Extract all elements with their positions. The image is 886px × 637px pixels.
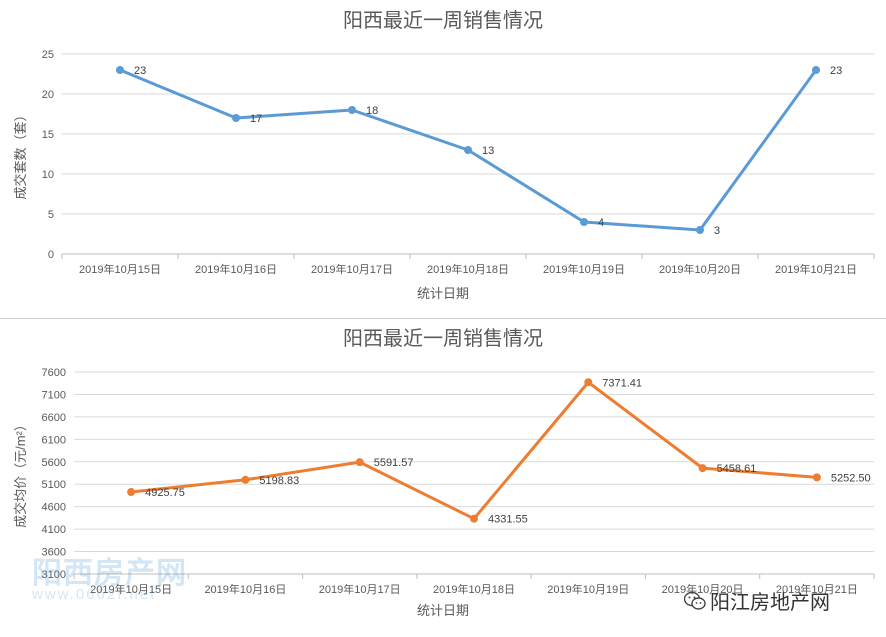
chart-0-data-label: 4 — [598, 217, 604, 229]
chart-0-x-tick: 2019年10月18日 — [427, 262, 509, 276]
chart-1-data-point — [698, 464, 707, 473]
chart-0-x-tick: 2019年10月17日 — [311, 262, 393, 276]
chart-1-data-point — [812, 473, 821, 482]
chart-0-y-tick: 20 — [42, 89, 54, 101]
chart-0-data-point — [232, 114, 240, 122]
chart-1-x-tick: 2019年10月18日 — [433, 582, 515, 596]
chart-1-data-label: 5591.57 — [374, 457, 414, 469]
chart-0-data-point — [464, 146, 472, 154]
chart-1-x-tick: 2019年10月20日 — [662, 582, 744, 596]
chart-0-data-point — [348, 106, 356, 114]
chart-0-y-tick: 5 — [48, 209, 54, 221]
chart-1-data-point — [470, 514, 478, 523]
chart-1-series-line — [130, 380, 817, 521]
site-watermark: 阳西房产网 www.0662f.net — [32, 548, 187, 603]
chart-0-y-tick: 15 — [42, 129, 54, 141]
avg-price-chart: 阳西最近一周销售情况 3100 3600 4100 4600 5100 5600 6100 66… — [0, 318, 886, 637]
chart-0-data-label: 13 — [482, 145, 494, 157]
chart-0-y-axis-label: 成交套数（套） — [13, 108, 28, 199]
site-watermark-name: 阳西房产网 — [32, 557, 187, 590]
chart-1-y-axis-label: 成交均价（元/m²） — [13, 418, 28, 528]
chart-0-data-point — [116, 66, 124, 74]
chart-0-data-label: 18 — [366, 105, 378, 117]
chart-0-x-tick: 2019年10月16日 — [195, 262, 277, 276]
chart-0-data-label: 23 — [134, 65, 146, 77]
chart-1-x-tick: 2019年10月16日 — [204, 582, 286, 596]
avg-price-chart-svg: 阳西最近一周销售情况 3100 3600 4100 4600 5100 5600 6100 66… — [13, 327, 875, 618]
chart-1-y-tick: 6100 — [42, 434, 66, 446]
chart-1-data-label: 4331.55 — [488, 514, 528, 526]
chart-1-data-point — [355, 458, 364, 467]
chart-1-data-label: 5252.50 — [831, 472, 871, 484]
units-sold-chart: 阳西最近一周销售情况 0 5 10 15 20 25 2019年10月15日 2019年10月1… — [0, 0, 886, 318]
chart-0-data-point — [580, 218, 588, 226]
chart-0-data-point — [696, 226, 704, 234]
chart-0-x-tick: 2019年10月15日 — [79, 262, 161, 276]
chart-0-x-tick: 2019年10月21日 — [775, 262, 857, 276]
chart-1-y-tick: 7100 — [42, 389, 66, 401]
chart-1-data-label: 7371.41 — [602, 377, 642, 389]
chart-1-data-point — [127, 488, 136, 497]
chart-1-x-tick: 2019年10月19日 — [547, 582, 629, 596]
chart-1-y-tick: 5600 — [42, 457, 66, 469]
chart-1-title: 阳西最近一周销售情况 — [343, 327, 543, 350]
chart-1-y-tick: 4600 — [42, 502, 66, 514]
chart-1-x-axis-label: 统计日期 — [417, 603, 469, 618]
chart-0-y-tick: 0 — [48, 249, 54, 261]
chart-0-data-label: 3 — [714, 225, 720, 237]
chart-0-data-label: 17 — [250, 113, 262, 125]
chart-1-x-tick: 2019年10月21日 — [776, 582, 858, 596]
wechat-watermark-text: 阳江房地产网 — [710, 592, 830, 614]
chart-1-x-tick: 2019年10月17日 — [319, 582, 401, 596]
chart-0-y-tick: 10 — [42, 169, 54, 181]
chart-1-x-tick: 2019年10月15日 — [90, 582, 172, 596]
chart-0-data-label: 23 — [830, 65, 842, 77]
chart-1-y-tick: 3600 — [42, 547, 66, 559]
chart-0-title: 阳西最近一周销售情况 — [343, 9, 543, 32]
units-sold-chart-svg: 阳西最近一周销售情况 0 5 10 15 20 25 2019年10月15日 2019年10月1… — [13, 9, 875, 301]
chart-1-data-point — [241, 475, 250, 484]
wechat-icon — [684, 591, 706, 610]
wechat-watermark: 阳江房地产网 — [684, 586, 830, 615]
chart-0-x-tick: 2019年10月20日 — [659, 262, 741, 276]
chart-1-data-label: 5198.83 — [259, 475, 299, 487]
chart-1-data-label: 4925.75 — [145, 487, 185, 499]
chart-1-y-tick: 6600 — [42, 412, 66, 424]
chart-0-y-tick: 25 — [42, 49, 54, 61]
site-watermark-url: www.0662f.net — [32, 586, 157, 603]
chart-1-y-tick: 5100 — [42, 479, 66, 491]
chart-1-data-label: 5458.61 — [717, 463, 757, 475]
chart-1-y-tick: 3100 — [42, 569, 66, 581]
chart-1-data-point — [584, 378, 593, 387]
chart-0-x-tick: 2019年10月19日 — [543, 262, 625, 276]
chart-1-y-tick: 7600 — [42, 367, 66, 379]
chart-0-data-point — [812, 66, 820, 74]
chart-0-x-axis-label: 统计日期 — [417, 286, 469, 301]
chart-1-y-tick: 4100 — [42, 524, 66, 536]
